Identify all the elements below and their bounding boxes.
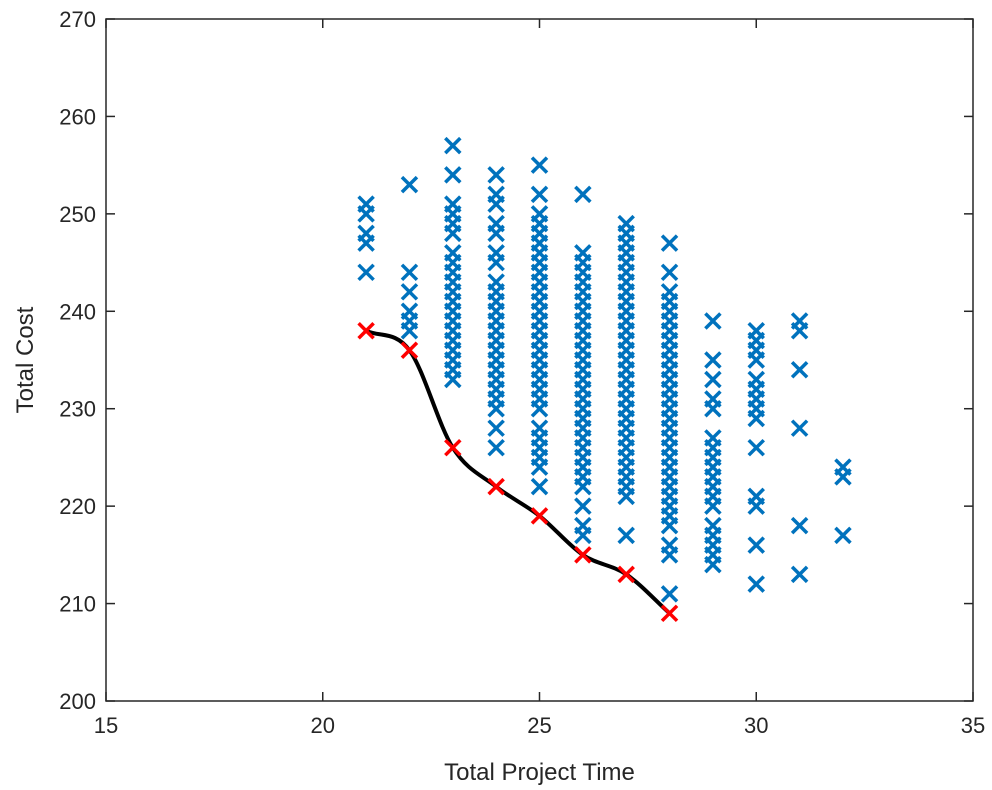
feasible-point [444,136,462,155]
y-tick-label: 230 [59,397,96,422]
feasible-point [444,166,462,184]
feasible-point [747,536,765,554]
feasible-point [574,497,592,515]
pareto-point [400,341,419,359]
feasible-point [400,322,419,340]
feasible-point [357,234,375,252]
feasible-point [400,263,419,282]
feasible-point [487,253,505,272]
feasible-point [400,283,419,301]
feasible-point [747,409,765,428]
feasible-point [357,205,375,223]
x-tick-label: 35 [961,713,985,738]
feasible-point [660,546,679,564]
feasible-point [747,575,765,593]
feasible-point [704,312,722,330]
feasible-point [487,195,505,213]
feasible-point [790,565,809,584]
y-tick-label: 200 [59,689,96,714]
feasible-point [747,351,765,369]
pareto-point [617,565,635,584]
x-tick-label: 30 [744,713,768,738]
frontier-layer [365,328,671,615]
feasible-point [747,497,765,515]
y-tick-label: 250 [59,202,96,227]
feasible-point [790,322,809,340]
feasible-point [704,399,722,418]
feasible-point [444,224,462,243]
x-tick-label: 15 [94,713,118,738]
feasible-point [530,399,549,418]
feasible-point [704,370,722,389]
feasible-point [487,419,505,437]
feasible-point [574,526,592,545]
feasible-point [530,477,549,496]
feasible-point [660,516,679,535]
feasible-point [530,185,549,204]
feasible-point [660,234,679,252]
feasible-point [487,438,505,457]
x-axis-label: Total Project Time [444,759,635,786]
feasible-point [574,477,592,496]
feasible-point [747,438,765,457]
frontier-line [365,328,671,615]
pareto-point [530,507,549,525]
feasible-point [790,516,809,535]
feasible-point [790,361,809,379]
feasible-point [660,263,679,282]
feasible-point [617,487,635,506]
pareto-point [660,604,679,623]
y-axis-label: Total Cost [12,306,39,413]
feasible-point [487,166,505,184]
x-tick-label: 20 [311,713,335,738]
marker-layer [357,136,852,623]
feasible-point [834,468,852,486]
y-tick-label: 270 [59,7,96,32]
feasible-point [660,585,679,603]
feasible-point [617,526,635,545]
feasible-point [400,175,419,194]
y-tick-label: 220 [59,494,96,519]
feasible-point [790,419,809,437]
x-tick-label: 25 [527,713,551,738]
feasible-point [704,555,722,574]
pareto-point [357,322,375,340]
feasible-point [487,224,505,243]
feasible-point [357,263,375,282]
feasible-point [530,458,549,476]
feasible-point [704,351,722,369]
feasible-point [574,185,592,204]
feasible-point [444,370,462,389]
feasible-point [530,156,549,174]
feasible-point [487,399,505,418]
y-tick-label: 260 [59,104,96,129]
pareto-point [487,477,505,496]
tick-layer: 15 20 25 30 35 200 210 220 230 240 250 260 270 [59,7,985,738]
pareto-point [574,546,592,564]
feasible-point [704,497,722,515]
feasible-point [834,526,852,545]
y-tick-label: 210 [59,592,96,617]
pareto-point [444,438,462,457]
y-tick-label: 240 [59,299,96,324]
